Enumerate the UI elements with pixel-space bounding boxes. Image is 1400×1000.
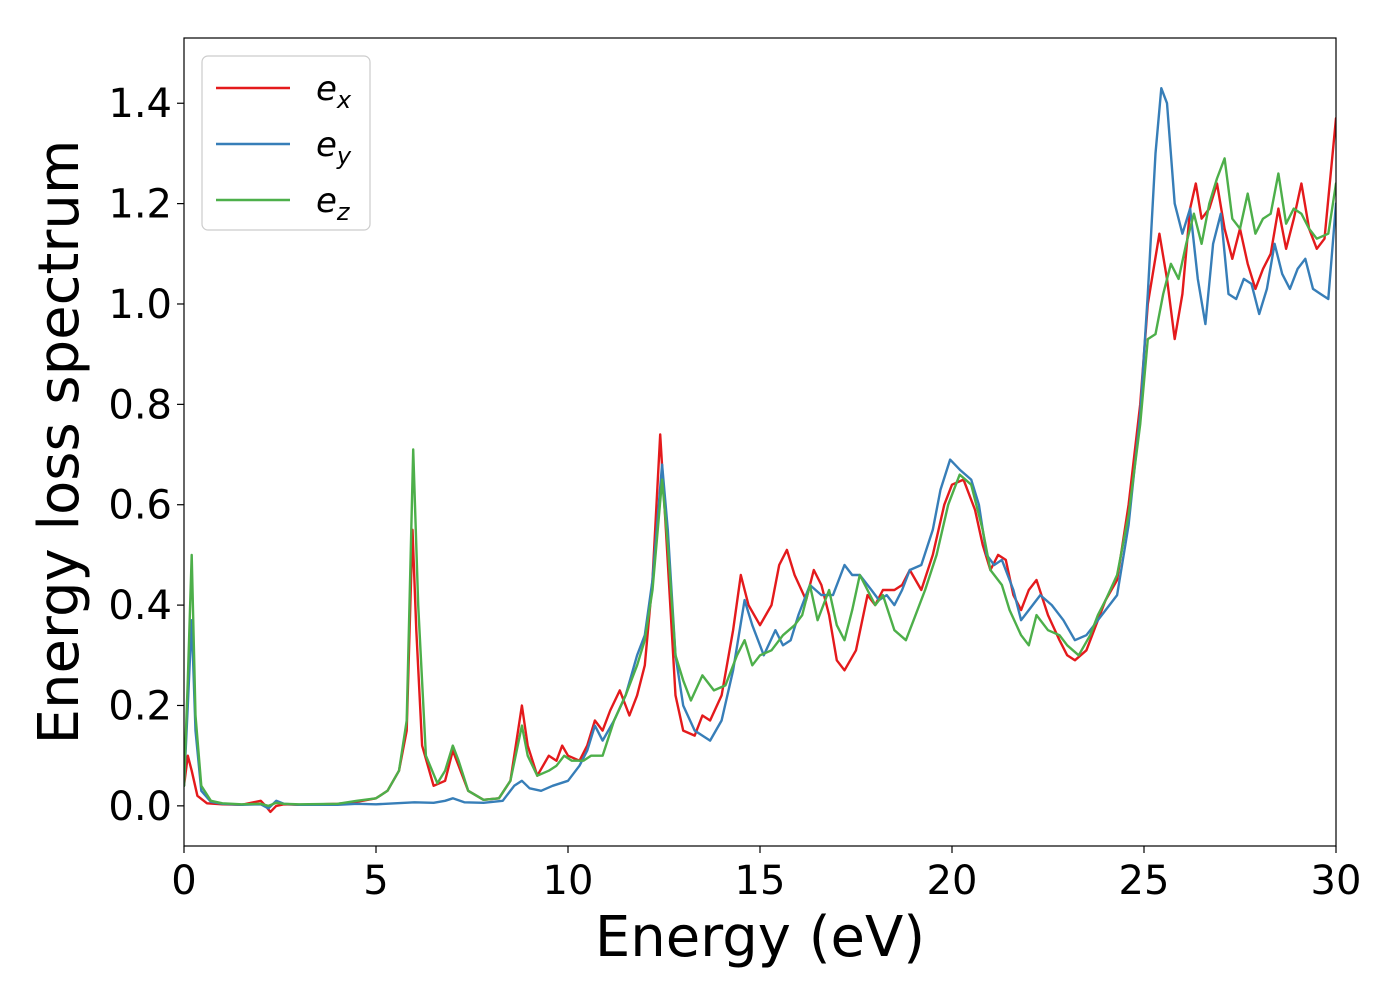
x-tick-label: 25 [1119, 858, 1170, 904]
series-line-y [184, 87, 1336, 810]
y-axis: 0.0 0.2 0.4 0.6 0.8 1.0 1.2 1.4 [108, 81, 184, 830]
legend: ex ey ez [201, 55, 371, 231]
y-tick-label: 1.0 [108, 282, 172, 328]
legend-label-y: ey [316, 125, 352, 170]
y-tick-label: 0.2 [108, 683, 172, 729]
x-tick-label: 20 [927, 858, 978, 904]
y-tick-label: 0.4 [108, 583, 172, 629]
x-tick-label: 15 [735, 858, 786, 904]
y-tick-label: 1.2 [108, 182, 172, 228]
legend-label-x: ex [316, 69, 352, 114]
x-tick-label: 10 [543, 858, 594, 904]
y-tick-label: 0.6 [108, 483, 172, 529]
y-tick-label: 0.0 [108, 784, 172, 830]
x-axis: 0 5 10 15 20 25 30 [171, 846, 1361, 904]
y-tick-label: 0.8 [108, 382, 172, 428]
series-layer [184, 87, 1336, 814]
x-axis-title: Energy (eV) [595, 905, 925, 970]
x-tick-label: 0 [171, 858, 196, 904]
y-tick-label: 1.4 [108, 81, 172, 127]
series-line-x [184, 117, 1336, 814]
x-tick-label: 5 [363, 858, 388, 904]
legend-label-z: ez [316, 181, 351, 226]
x-tick-label: 30 [1311, 858, 1362, 904]
series-line-z [184, 157, 1336, 808]
y-axis-title: Energy loss spectrum [27, 140, 92, 745]
